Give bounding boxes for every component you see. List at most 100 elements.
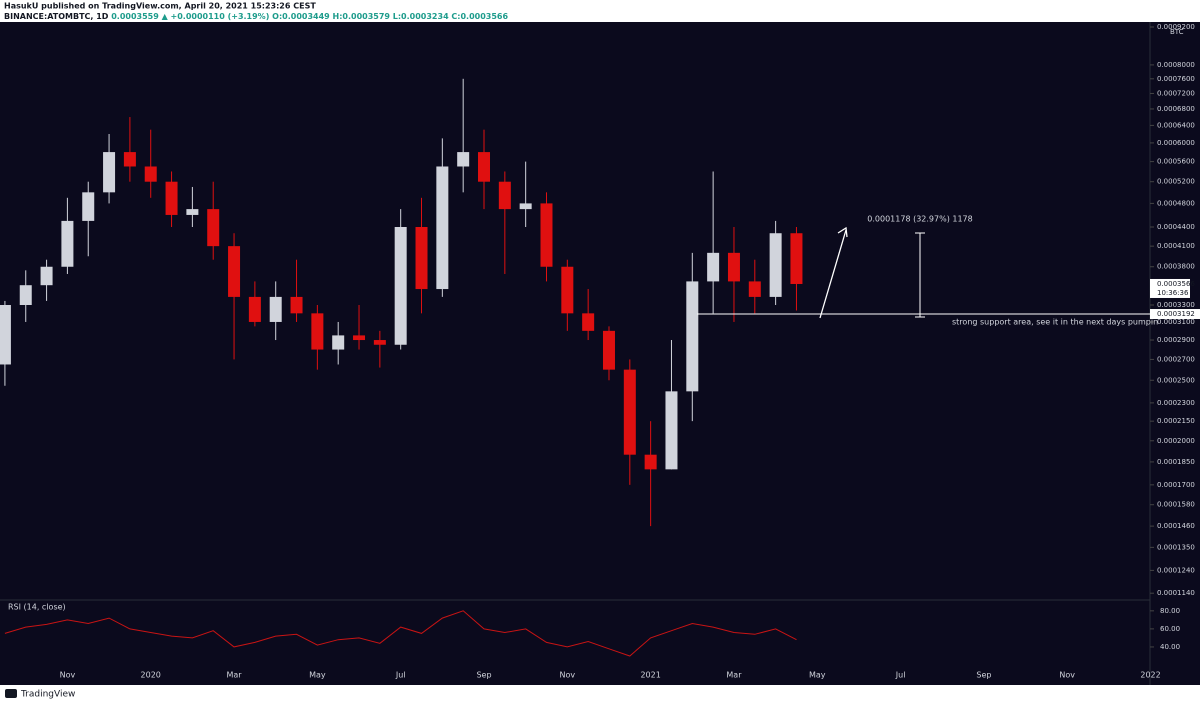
y-tick-label: 0.0006400 — [1157, 121, 1195, 129]
candle-body — [769, 233, 782, 297]
x-tick-label: Jul — [895, 671, 906, 680]
rsi-title: RSI (14, close) — [8, 603, 66, 612]
candle-body — [144, 166, 157, 182]
candle-body — [353, 335, 366, 341]
candle-body — [269, 296, 282, 322]
countdown: 10:36:36 — [1157, 289, 1189, 297]
y-tick-label: 0.0001580 — [1157, 501, 1195, 509]
legend-line: BINANCE:ATOMBTC, 1D 0.0003559 ▲ +0.00001… — [4, 12, 508, 21]
candle-body — [519, 203, 532, 210]
logo — [5, 689, 17, 698]
y-tick-label: 0.0002900 — [1157, 336, 1195, 344]
candle-body — [290, 296, 303, 314]
last-price-bg — [1150, 278, 1190, 298]
y-tick-label: 0.0003800 — [1157, 263, 1195, 271]
y-tick-label: 0.0004800 — [1157, 199, 1195, 207]
measure-label: 0.0001178 (32.97%) 1178 — [867, 215, 972, 224]
y-tick-label: 0.0002300 — [1157, 399, 1195, 407]
last-price: 0.0003566 — [1157, 280, 1195, 288]
x-tick-label: Mar — [226, 671, 242, 680]
y-tick-label: 0.0001850 — [1157, 458, 1195, 466]
y-tick-label: 0.0006000 — [1157, 139, 1195, 147]
candle-body — [415, 226, 428, 290]
candle-body — [665, 391, 678, 470]
y-tick-label: 0.0002700 — [1157, 355, 1195, 363]
candle-body — [61, 220, 74, 267]
support-label: strong support area, see it in the next … — [952, 318, 1158, 327]
candle-body — [498, 181, 511, 210]
publish-line: HasukU published on TradingView.com, Apr… — [4, 2, 316, 11]
quote: 0.0003559 ▲ +0.0000110 (+3.19%) — [111, 12, 269, 21]
watermark: TradingView — [20, 690, 75, 700]
x-tick-label: May — [809, 671, 826, 680]
y-tick-label: 60.00 — [1160, 625, 1180, 633]
x-tick-label: Mar — [726, 671, 742, 680]
candle-body — [207, 209, 220, 247]
y-tick-label: 0.0007200 — [1157, 89, 1195, 97]
candle-body — [478, 152, 491, 182]
candle-body — [0, 305, 11, 365]
candle-body — [686, 281, 699, 392]
candle-body — [602, 330, 615, 370]
y-tick-label: 0.0001700 — [1157, 481, 1195, 489]
y-tick-label: 80.00 — [1160, 607, 1180, 615]
x-tick-label: 2020 — [141, 671, 161, 680]
y-tick-label: 0.0009200 — [1157, 23, 1195, 31]
y-tick-label: 0.0001140 — [1157, 589, 1195, 597]
candle-body — [457, 152, 470, 167]
y-tick-label: 0.0005200 — [1157, 178, 1195, 186]
y-tick-label: 0.0002000 — [1157, 437, 1195, 445]
x-tick-label: 2022 — [1140, 671, 1160, 680]
header-bar — [0, 0, 1200, 22]
candle-body — [436, 166, 449, 290]
candle-body — [19, 285, 32, 306]
arrow-head — [837, 226, 848, 238]
x-tick-label: 2021 — [640, 671, 660, 680]
y-tick-label: 0.0001240 — [1157, 566, 1195, 574]
candle-body — [373, 340, 386, 345]
candle-body — [82, 192, 95, 221]
candle-body — [748, 281, 761, 297]
y-tick-label: 0.0004400 — [1157, 223, 1195, 231]
symbol: BINANCE:ATOMBTC, 1D — [4, 12, 109, 21]
candle-body — [186, 209, 199, 215]
rsi-line — [4, 610, 797, 657]
y-tick-label: 0.0007600 — [1157, 75, 1195, 83]
y-tick-label: 0.0006800 — [1157, 105, 1195, 113]
x-tick-label: Sep — [476, 671, 491, 680]
x-tick-label: Jul — [395, 671, 406, 680]
y-tick-label: 0.0003300 — [1157, 301, 1195, 309]
candle-body — [707, 252, 720, 282]
candle-body — [394, 226, 407, 345]
ohlc: O:0.0003449 H:0.0003579 L:0.0003234 C:0.… — [272, 12, 508, 21]
y-tick-label: 0.0003100 — [1157, 318, 1195, 326]
x-tick-label: Sep — [976, 671, 991, 680]
candle-body — [644, 454, 657, 470]
candle-body — [103, 152, 116, 193]
y-tick-label: 0.0005600 — [1157, 158, 1195, 166]
x-tick-label: Nov — [560, 671, 576, 680]
support-tag: 0.0003192 — [1157, 310, 1195, 318]
candle-body — [582, 313, 595, 331]
candle-body — [332, 335, 345, 350]
y-tick-label: 0.0008000 — [1157, 61, 1195, 69]
support-tag-bg — [1150, 309, 1200, 320]
candle-body — [623, 369, 636, 455]
candle-body — [727, 252, 740, 282]
x-tick-label: May — [309, 671, 326, 680]
y-tick-label: 40.00 — [1160, 643, 1180, 651]
currency: BTC — [1170, 28, 1184, 36]
y-tick-label: 0.0001460 — [1157, 522, 1195, 530]
candle-body — [228, 246, 241, 297]
y-tick-label: 0.0004100 — [1157, 242, 1195, 250]
candle-body — [561, 266, 574, 314]
footer-bar — [0, 685, 1200, 703]
candle-body — [790, 233, 803, 284]
candle-body — [248, 296, 261, 322]
x-tick-label: Nov — [60, 671, 76, 680]
x-tick-label: Nov — [1059, 671, 1075, 680]
candle-body — [165, 181, 178, 215]
